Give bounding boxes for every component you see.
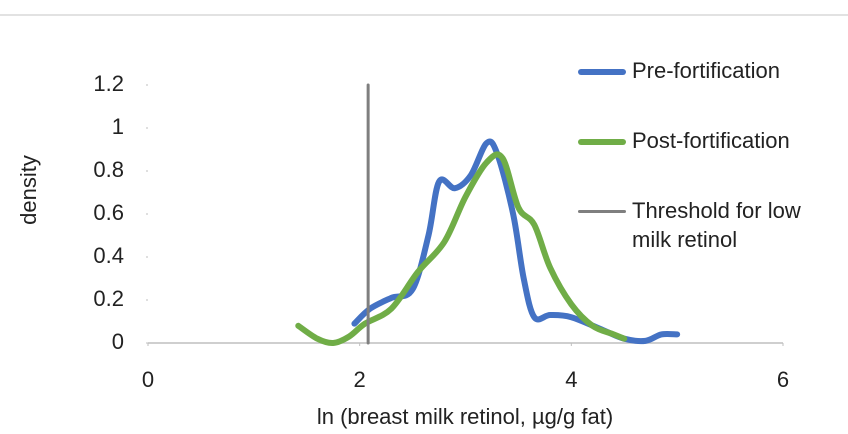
x-axis-label: ln (breast milk retinol, µg/g fat) <box>317 404 613 429</box>
y-tick-label: 0.8 <box>93 157 124 182</box>
x-tick-label: 6 <box>777 367 789 392</box>
y-tick-label: 0.2 <box>93 286 124 311</box>
legend-swatch <box>578 210 626 213</box>
series-line <box>295 151 628 347</box>
y-axis-label: density <box>16 155 41 225</box>
x-tick-label: 4 <box>565 367 577 392</box>
legend-item: Post-fortification <box>578 122 843 192</box>
x-tick-label: 2 <box>354 367 366 392</box>
legend-label: Pre-fortification <box>632 58 780 83</box>
legend-item: Pre-fortification <box>578 52 843 122</box>
legend-label: Threshold for low milk retinol <box>632 198 801 252</box>
x-tick-label: 0 <box>142 367 154 392</box>
y-tick-label: 0 <box>112 329 124 354</box>
legend: Pre-fortification Post-fortification Thres… <box>578 52 843 262</box>
y-tick-label: 1 <box>112 114 124 139</box>
legend-item: Threshold for low milk retinol <box>578 192 843 262</box>
y-tick-label: 0.4 <box>93 243 124 268</box>
legend-swatch <box>578 139 626 145</box>
legend-swatch <box>578 69 626 75</box>
y-tick-label: 1.2 <box>93 71 124 96</box>
legend-label: Post-fortification <box>632 128 790 153</box>
y-tick-label: 0.6 <box>93 200 124 225</box>
